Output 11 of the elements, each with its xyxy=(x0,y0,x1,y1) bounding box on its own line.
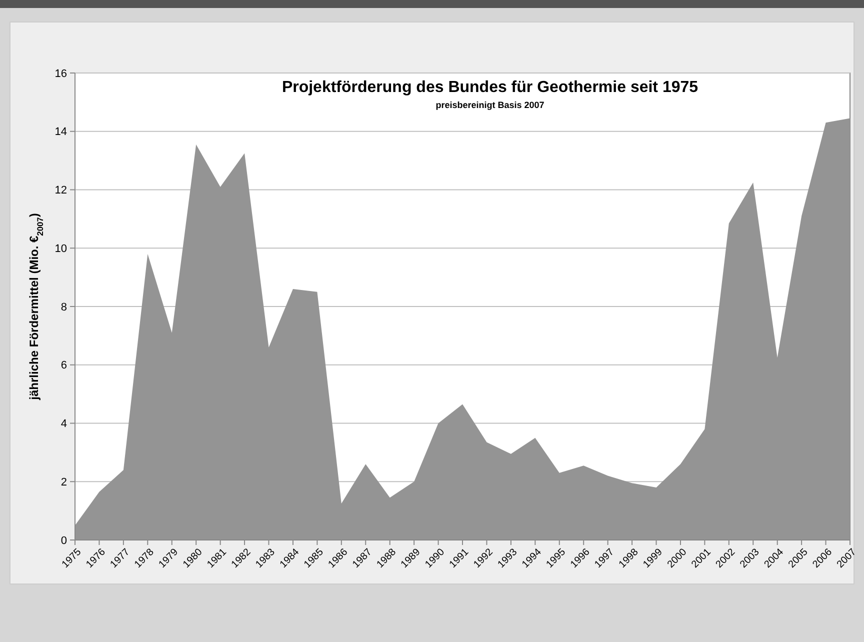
y-tick-label: 0 xyxy=(60,534,67,547)
y-tick-label: 16 xyxy=(54,68,67,80)
y-tick-label: 4 xyxy=(60,418,67,430)
y-tick-label: 10 xyxy=(54,242,67,255)
y-tick-label: 12 xyxy=(54,184,67,197)
y-tick-label: 6 xyxy=(60,360,67,372)
chart-title: Projektförderung des Bundes für Geothermie seit 1975 xyxy=(282,79,698,96)
text: preisbereinigt Basis 2007 xyxy=(436,100,544,110)
y-tick-label: 2 xyxy=(60,476,67,488)
y-tick-label: 14 xyxy=(54,126,67,138)
y-tick-label: 8 xyxy=(60,301,67,314)
